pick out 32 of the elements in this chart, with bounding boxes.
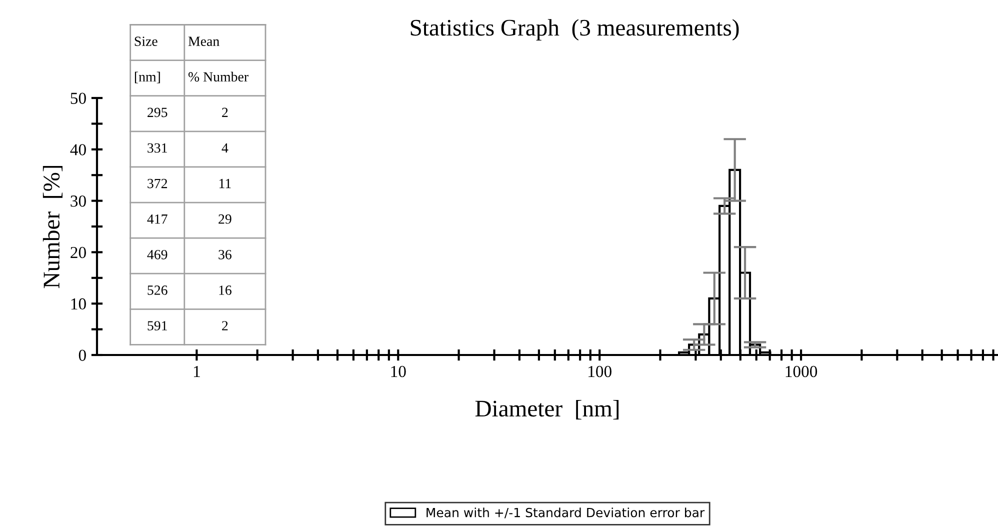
y-tick-label: 30 xyxy=(70,196,86,207)
text: % Number xyxy=(188,72,248,82)
annotation: 16 xyxy=(219,286,232,295)
text: Size xyxy=(134,36,158,46)
annotation: 29 xyxy=(218,214,232,224)
y-tick-label: 20 xyxy=(70,246,86,258)
text: Mean xyxy=(188,36,220,46)
annotation: 295 xyxy=(148,108,168,118)
annotation: 36 xyxy=(218,250,232,260)
y-tick-label: 10 xyxy=(71,298,86,310)
annotation: 417 xyxy=(147,214,168,224)
y-axis-title: Number [%] xyxy=(42,166,62,288)
text: [nm] xyxy=(134,72,160,84)
annotation: 591 xyxy=(148,321,167,330)
chart-title: Statistics Graph (3 measurements) xyxy=(410,19,739,41)
x-tick-label: 1 xyxy=(194,366,200,377)
x-tick-label: 1000 xyxy=(786,366,818,378)
legend-label: Mean with +/-1 Standard Deviation error bar xyxy=(426,508,705,518)
x-axis-title: Diameter [nm] xyxy=(475,400,619,420)
annotation: 4 xyxy=(222,143,228,153)
annotation: 372 xyxy=(148,178,168,188)
y-tick-label: 0 xyxy=(78,350,86,361)
y-tick-label: 40 xyxy=(70,144,86,156)
annotation: 2 xyxy=(222,108,228,117)
y-tick-label: 50 xyxy=(70,92,86,104)
annotation: 2 xyxy=(222,321,228,330)
annotation: 331 xyxy=(148,143,167,153)
x-tick-label: 100 xyxy=(588,366,612,378)
annotation: 11 xyxy=(219,178,231,188)
x-tick-label: 10 xyxy=(391,366,406,378)
annotation: 469 xyxy=(147,250,168,260)
annotation: 526 xyxy=(148,286,168,295)
